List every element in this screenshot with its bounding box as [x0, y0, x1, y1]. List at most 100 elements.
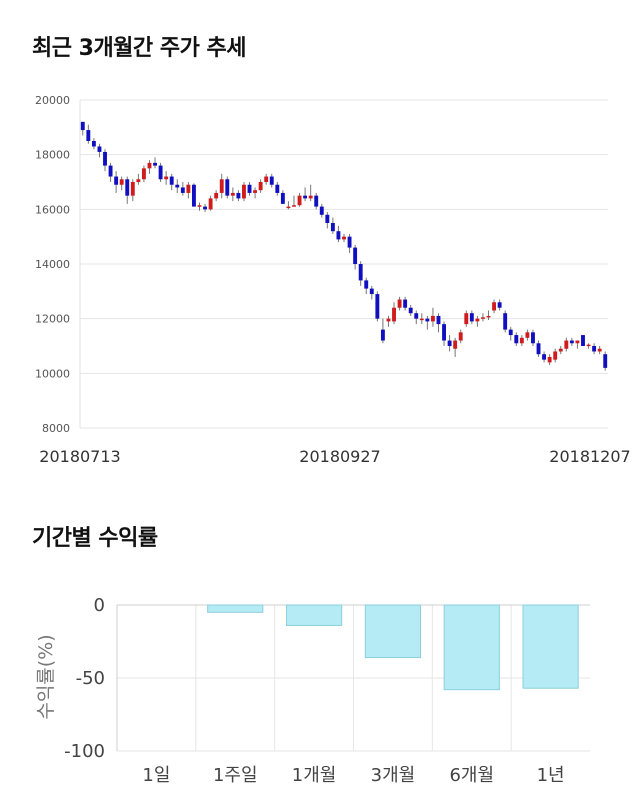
- candle-body: [297, 195, 302, 206]
- candle-body: [319, 206, 324, 215]
- returns-bar-chart: 0 -50 -100 1일 1주일 1개월 3개월 6개월 1년 수익률(%): [35, 595, 590, 786]
- candle: [508, 326, 513, 341]
- candle-body: [230, 192, 235, 196]
- return-bar: [522, 604, 579, 689]
- candle: [469, 310, 474, 325]
- candle: [297, 192, 302, 207]
- candle-body: [269, 176, 274, 185]
- candle: [319, 203, 324, 218]
- candle: [86, 124, 91, 144]
- candle-body: [91, 141, 96, 147]
- candle: [308, 184, 313, 202]
- candle: [125, 176, 130, 204]
- candle-body: [108, 165, 113, 177]
- candle: [247, 182, 252, 196]
- candle: [114, 171, 119, 193]
- candle: [592, 343, 597, 355]
- candle-body: [531, 332, 535, 344]
- candle-body: [308, 195, 313, 199]
- candle-body: [453, 340, 458, 349]
- candle-body: [191, 184, 196, 207]
- candle-body: [430, 315, 435, 322]
- candle: [253, 187, 258, 199]
- candle: [436, 313, 441, 333]
- candle: [280, 190, 285, 204]
- candle-body: [569, 340, 574, 344]
- candle: [242, 182, 246, 202]
- candle: [130, 179, 135, 202]
- candle-body: [180, 187, 185, 193]
- candle-body: [314, 195, 319, 207]
- candle: [464, 310, 469, 327]
- candle: [481, 313, 485, 322]
- candle-body: [164, 176, 169, 180]
- candle-x-tick-label: 20181207: [549, 447, 630, 466]
- candle-grid: [79, 99, 608, 429]
- candle: [264, 173, 269, 185]
- candle: [186, 182, 191, 199]
- candle: [453, 337, 458, 357]
- candle: [358, 261, 363, 286]
- candle: [258, 179, 263, 193]
- candle-body: [519, 337, 524, 344]
- candle-body: [208, 198, 213, 210]
- candle: [292, 195, 296, 207]
- bar-y-tick-label: -50: [76, 668, 105, 689]
- candle: [392, 302, 396, 325]
- candle-body: [158, 165, 163, 180]
- candle: [141, 165, 146, 182]
- candle: [158, 162, 163, 182]
- candle: [164, 171, 169, 185]
- candle-body: [175, 184, 180, 188]
- candle-x-tick-label: 20180927: [299, 447, 380, 466]
- candle-body: [553, 351, 558, 360]
- candle-body: [330, 223, 335, 232]
- candle-x-tick-label: 20180713: [39, 447, 120, 466]
- candle: [375, 291, 380, 322]
- candle: [497, 299, 502, 311]
- candle-body: [364, 280, 369, 289]
- bar-x-tick-label: 1개월: [292, 765, 337, 786]
- candle: [108, 162, 113, 182]
- candle-body: [380, 329, 385, 341]
- candle-body: [586, 344, 591, 347]
- candle-body: [342, 236, 346, 240]
- candle: [353, 244, 358, 270]
- candle-body: [203, 206, 207, 210]
- candle: [419, 313, 424, 325]
- bar-y-tick-label: 0: [94, 595, 105, 616]
- candle: [380, 318, 385, 344]
- bar-x-tick-label: 6개월: [449, 765, 494, 786]
- candle-body: [469, 313, 474, 322]
- candle-body: [258, 182, 263, 191]
- candle: [169, 173, 174, 191]
- candle: [425, 315, 430, 330]
- candle-body: [325, 214, 330, 223]
- candle-body: [458, 332, 463, 341]
- candle-body: [536, 343, 541, 355]
- candle-body: [547, 356, 552, 363]
- candle-body: [503, 313, 508, 330]
- candle: [219, 173, 224, 199]
- candle-body: [358, 264, 363, 281]
- bar-x-tick-label: 1일: [142, 765, 170, 786]
- candle-body: [508, 329, 513, 336]
- candle-body: [225, 179, 230, 196]
- candle: [236, 190, 241, 202]
- candle-body: [280, 192, 285, 204]
- candle-body: [419, 318, 424, 321]
- candle-body: [564, 340, 569, 349]
- candle-body: [514, 335, 519, 344]
- candle: [547, 354, 552, 366]
- candle: [492, 299, 497, 314]
- bar-y-ticks: 0 -50 -100: [64, 595, 105, 762]
- candle: [430, 307, 435, 327]
- candle-body: [147, 162, 152, 169]
- candle: [314, 192, 319, 210]
- candle-body: [592, 346, 597, 352]
- candle-body: [386, 318, 391, 322]
- candle-body: [542, 354, 547, 360]
- candle: [475, 315, 480, 327]
- candle: [503, 310, 508, 333]
- candle-body: [103, 151, 107, 166]
